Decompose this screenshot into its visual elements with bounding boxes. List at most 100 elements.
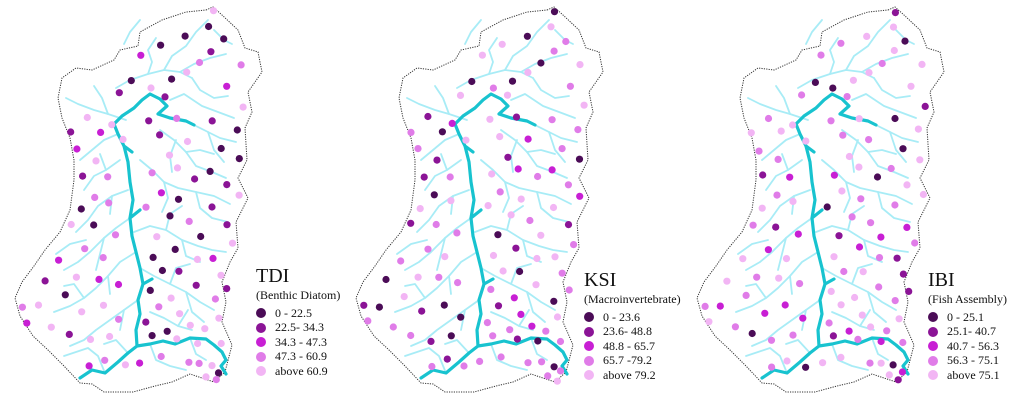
- sampling-site-marker: [81, 245, 89, 253]
- tributary-line: [95, 237, 105, 271]
- sampling-site-marker: [192, 281, 200, 289]
- sampling-site-marker: [90, 221, 98, 229]
- legend-title: KSI: [584, 269, 617, 291]
- sampling-site-marker: [827, 117, 835, 125]
- sampling-site-marker: [564, 181, 572, 189]
- tributary-line: [83, 159, 121, 191]
- sampling-site-marker: [794, 230, 802, 238]
- legend-label: 65.7 -79.2: [603, 353, 652, 368]
- sampling-site-marker: [235, 155, 243, 163]
- sampling-site-marker: [891, 297, 899, 305]
- sampling-site-marker: [774, 155, 782, 163]
- sampling-site-marker: [34, 301, 43, 309]
- sampling-site-marker: [78, 308, 86, 316]
- sampling-site-marker: [830, 171, 838, 179]
- sampling-site-marker: [829, 84, 837, 92]
- sampling-site-marker: [764, 114, 773, 123]
- sampling-site-marker: [494, 302, 503, 310]
- sampling-site-marker: [157, 352, 165, 361]
- tributary-line: [877, 191, 911, 223]
- sampling-site-marker: [894, 376, 902, 384]
- legend-label: above 75.1: [947, 367, 1000, 382]
- sampling-site-marker: [564, 221, 573, 229]
- sampling-site-marker: [496, 133, 504, 141]
- tributary-line: [789, 275, 793, 295]
- sampling-site-marker: [542, 327, 550, 335]
- sampling-site-marker: [185, 217, 193, 225]
- sampling-site-marker: [235, 191, 243, 199]
- sampling-site-marker: [576, 61, 584, 69]
- sampling-site-marker: [205, 22, 213, 31]
- sampling-site-marker: [430, 191, 438, 199]
- sampling-site-marker: [223, 82, 231, 90]
- sampling-site-marker: [47, 323, 55, 331]
- sampling-site-marker: [517, 195, 525, 203]
- sampling-site-marker: [489, 251, 498, 260]
- sampling-site-marker: [866, 359, 874, 367]
- sampling-site-marker: [799, 314, 807, 322]
- sampling-site-marker: [432, 220, 440, 229]
- sampling-site-marker: [217, 339, 225, 348]
- sampling-site-marker: [701, 302, 709, 310]
- sampling-site-marker: [742, 291, 750, 299]
- sampling-site-marker: [106, 332, 114, 341]
- tributary-line: [490, 343, 528, 371]
- sampling-site-marker: [513, 335, 521, 343]
- tributary-line: [867, 149, 897, 155]
- tributary-line: [123, 19, 141, 45]
- sampling-site-marker: [811, 78, 819, 86]
- sampling-site-marker: [176, 310, 184, 318]
- sampling-site-marker: [526, 216, 534, 225]
- legend-swatch: [584, 341, 594, 352]
- legend-tdi: TDI (Benthic Diatom) 0 - 22.5 22.5- 34.3…: [256, 266, 340, 379]
- legend-item: 25.1- 40.7: [928, 324, 1007, 340]
- tributary-line: [75, 189, 129, 233]
- sampling-site-marker: [157, 189, 165, 197]
- sampling-site-marker: [468, 77, 476, 86]
- sampling-site-marker: [877, 359, 885, 367]
- tributary-line: [394, 251, 478, 313]
- legend-ksi: KSI (Macroinvertebrate) 0 - 23.6 23.6- 4…: [584, 270, 681, 383]
- tributary-line: [440, 153, 448, 171]
- sampling-site-marker: [183, 68, 191, 76]
- tributary-line: [889, 131, 907, 163]
- sampling-site-marker: [796, 280, 804, 288]
- tributary-line: [504, 19, 550, 71]
- sampling-site-marker: [91, 193, 99, 201]
- legend-ibi: IBI (Fish Assembly) 0 - 25.1 25.1- 40.7 …: [928, 270, 1007, 383]
- sampling-sites: [360, 8, 588, 385]
- sampling-site-marker: [209, 254, 217, 262]
- sampling-site-marker: [375, 303, 383, 311]
- tributary-line: [775, 85, 791, 115]
- sampling-site-marker: [865, 136, 873, 144]
- sampling-site-marker: [428, 362, 436, 371]
- sampling-site-marker: [777, 127, 785, 135]
- sampling-site-marker: [845, 327, 853, 335]
- sampling-site-marker: [524, 135, 532, 143]
- sampling-site-marker: [918, 60, 926, 68]
- tributary-line: [444, 339, 470, 354]
- sampling-site-marker: [121, 361, 129, 369]
- sampling-site-marker: [761, 309, 769, 317]
- sampling-site-marker: [887, 164, 895, 173]
- tributary-line: [161, 181, 169, 213]
- sampling-site-marker: [67, 220, 75, 229]
- tributary-line: [63, 217, 131, 271]
- sampling-site-marker: [208, 117, 216, 125]
- sampling-site-marker: [759, 171, 767, 179]
- sampling-site-marker: [863, 32, 871, 41]
- legend-item: 47.3 - 60.9: [256, 349, 340, 365]
- tributary-line: [79, 133, 119, 161]
- sampling-site-marker: [73, 145, 81, 153]
- legend-label: 0 - 23.6: [603, 309, 640, 324]
- sampling-site-marker: [453, 229, 461, 237]
- tributary-line: [99, 153, 107, 171]
- sampling-site-marker: [859, 268, 867, 276]
- tributary-line: [518, 309, 530, 327]
- legend-subtitle: (Benthic Diatom): [256, 288, 341, 302]
- sampling-site-marker: [420, 173, 428, 181]
- sampling-site-marker: [484, 202, 492, 210]
- sampling-site-marker: [201, 325, 209, 333]
- sampling-site-marker: [558, 145, 566, 153]
- sampling-site-marker: [497, 353, 505, 361]
